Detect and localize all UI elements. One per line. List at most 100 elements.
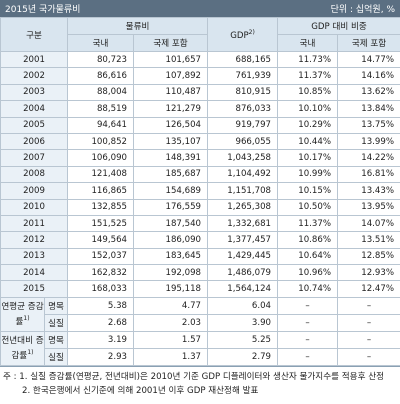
- value-cell: 876,033: [207, 100, 279, 118]
- value-cell: 152,037: [67, 247, 135, 266]
- summary-row: 실질 2.68 2.03 3.90– –: [1, 313, 400, 332]
- value-cell: 13.75%: [337, 116, 400, 134]
- value-cell: 10.44%: [277, 132, 339, 151]
- year-cell: 2003: [0, 83, 69, 102]
- value-cell: 10.64%: [277, 247, 339, 266]
- year-cell: 2015: [0, 280, 69, 298]
- value-cell: 149,564: [67, 231, 135, 249]
- data-row: 2009 116,865 154,689 1,151,708 10.15% 13.43%: [0, 182, 400, 200]
- value-cell: 1,377,457: [207, 231, 279, 249]
- sub-label: 실질: [43, 347, 69, 366]
- value-cell: 2.03: [133, 313, 209, 332]
- data-row: 2007 106,090 148,391 1,043,258 10.17% 14.22%: [0, 149, 400, 167]
- value-cell: 688,165: [207, 50, 279, 69]
- notes: 주 : 1. 실질 증감률(연평균, 전년대비)은 2010년 기준 GDP 디…: [0, 365, 400, 398]
- value-cell: 176,559: [133, 198, 209, 216]
- year-cell: 2014: [0, 264, 69, 282]
- footnote-mark: 1): [23, 314, 30, 322]
- value-cell: 10.17%: [277, 149, 339, 167]
- value-cell: 2.79: [207, 347, 279, 366]
- year-cell: 2011: [0, 214, 69, 233]
- unit: 단위 : 십억원, %: [330, 5, 395, 15]
- summary-label: 연평균 증감률1): [0, 296, 45, 332]
- footnote-mark: 1): [27, 348, 34, 356]
- year-cell: 2008: [0, 165, 69, 184]
- header-cell: GDP 대비 비중: [277, 17, 400, 35]
- value-cell: 810,915: [207, 83, 279, 102]
- header-cell: GDP2): [207, 17, 279, 52]
- summary-row: 전년대비 증감률1) 명목 3.19 1.57 5.25– –: [0, 330, 400, 366]
- value-cell: 3.19: [67, 330, 135, 349]
- header-cell: 국내: [277, 34, 339, 52]
- value-cell: 16.81%: [337, 165, 400, 184]
- value-cell: 4.77: [133, 296, 209, 315]
- value-cell: 80,723: [67, 50, 135, 69]
- year-cell: 2005: [0, 116, 69, 134]
- value-cell: 14.22%: [337, 149, 400, 167]
- value-cell: 13.51%: [337, 231, 400, 249]
- summary-label: 전년대비 증감률1): [0, 330, 45, 366]
- value-cell: 13.43%: [337, 182, 400, 200]
- value-cell: 192,098: [133, 264, 209, 282]
- value-cell: 11.73%: [277, 50, 339, 69]
- data-row: 2010 132,855 176,559 1,265,308 10.50% 13.95%: [0, 198, 400, 216]
- summary-label-text: 전년대비 증감률: [1, 335, 44, 361]
- value-cell: 12.47%: [337, 280, 400, 298]
- year-cell: 2009: [0, 182, 69, 200]
- value-cell: 10.99%: [277, 165, 339, 184]
- header-text: GDP: [230, 30, 249, 41]
- value-cell: 14.16%: [337, 67, 400, 85]
- year-cell: 2001: [0, 50, 69, 69]
- header-cell: 국제 포함: [133, 34, 209, 52]
- value-cell: 185,687: [133, 165, 209, 184]
- value-cell: 88,004: [67, 83, 135, 102]
- value-cell: 10.74%: [277, 280, 339, 298]
- value-cell: 6.04: [207, 296, 279, 315]
- value-cell: 186,090: [133, 231, 209, 249]
- note-line: 주 : 1. 실질 증감률(연평균, 전년대비)은 2010년 기준 GDP 디…: [3, 370, 397, 384]
- data-row: 2004 88,519 121,279 876,033 10.10% 13.84%: [0, 100, 400, 118]
- table-body: 2001 80,723 101,657 688,165 11.73% 14.77% 2002…: [0, 50, 400, 366]
- data-row: 2005 94,641 126,504 919,797 10.29% 13.75%: [0, 116, 400, 134]
- value-cell: 100,852: [67, 132, 135, 151]
- sub-label: 명목: [43, 296, 69, 315]
- value-cell: –: [277, 296, 339, 315]
- value-cell: 106,090: [67, 149, 135, 167]
- value-cell: 13.95%: [337, 198, 400, 216]
- value-cell: 168,033: [67, 280, 135, 298]
- value-cell: –: [337, 330, 400, 349]
- value-cell: 10.85%: [277, 83, 339, 102]
- data-row: 2014 162,832 192,098 1,486,079 10.96% 12.93%: [0, 264, 400, 282]
- value-cell: 110,487: [133, 83, 209, 102]
- value-cell: 10.96%: [277, 264, 339, 282]
- value-cell: 10.10%: [277, 100, 339, 118]
- value-cell: 151,525: [67, 214, 135, 233]
- value-cell: 86,616: [67, 67, 135, 85]
- value-cell: 94,641: [67, 116, 135, 134]
- year-cell: 2004: [0, 100, 69, 118]
- value-cell: 107,892: [133, 67, 209, 85]
- value-cell: –: [277, 347, 339, 366]
- value-cell: 132,855: [67, 198, 135, 216]
- value-cell: 121,408: [67, 165, 135, 184]
- value-cell: 12.85%: [337, 247, 400, 266]
- value-cell: 966,055: [207, 132, 279, 151]
- year-cell: 2002: [0, 67, 69, 85]
- header-row: 구분 물류비 GDP2) GDP 대비 비중: [0, 17, 400, 52]
- value-cell: 10.15%: [277, 182, 339, 200]
- value-cell: 1,151,708: [207, 182, 279, 200]
- value-cell: 12.93%: [337, 264, 400, 282]
- value-cell: 1.37: [133, 347, 209, 366]
- value-cell: 13.84%: [337, 100, 400, 118]
- data-row: 2002 86,616 107,892 761,939 11.37% 14.16%: [0, 67, 400, 85]
- table-head: 구분 물류비 GDP2) GDP 대비 비중 국내 국제 포함 국내 국제 포함: [0, 17, 400, 52]
- value-cell: 5.38: [67, 296, 135, 315]
- value-cell: –: [337, 347, 400, 366]
- year-cell: 2013: [0, 247, 69, 266]
- value-cell: 135,107: [133, 132, 209, 151]
- value-cell: 2.68: [67, 313, 135, 332]
- value-cell: 101,657: [133, 50, 209, 69]
- value-cell: 1,564,124: [207, 280, 279, 298]
- value-cell: 11.37%: [277, 67, 339, 85]
